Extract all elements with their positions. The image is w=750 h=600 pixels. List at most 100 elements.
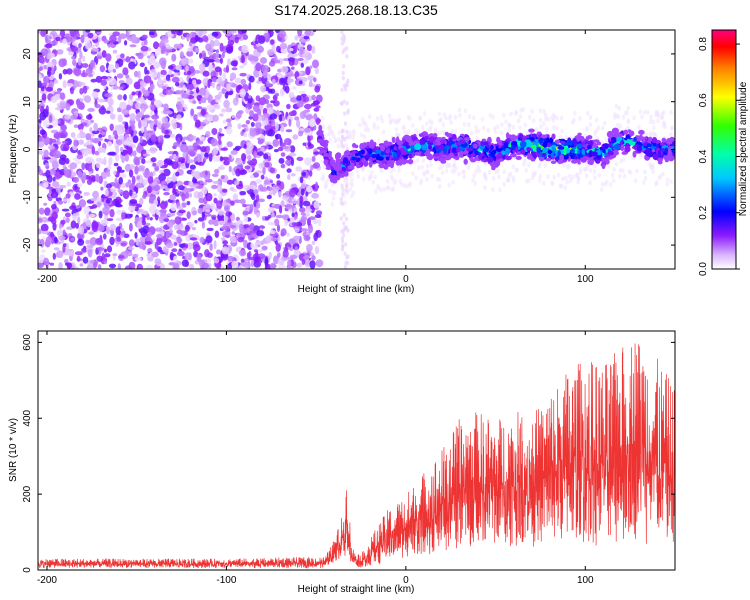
spectrogram-noise-cell bbox=[78, 139, 84, 145]
spectrogram-noise-cell bbox=[91, 176, 96, 182]
spectrogram-noise-cell bbox=[170, 133, 176, 138]
spectrogram-noise-cell bbox=[56, 229, 64, 237]
spectrogram-signal-cell bbox=[453, 152, 458, 157]
spectrogram-halo-cell bbox=[481, 125, 486, 131]
spectrogram-noise-cell bbox=[159, 185, 168, 190]
spectrogram-noise-cell bbox=[299, 46, 304, 55]
spectrogram-noise-cell bbox=[243, 239, 248, 249]
spectrogram-noise-cell bbox=[302, 200, 311, 207]
spectrogram-noise-cell bbox=[213, 240, 217, 250]
spectrogram-halo-cell bbox=[606, 163, 611, 169]
spectrogram-halo-cell bbox=[475, 135, 479, 141]
colorbar-tick-label: 0.4 bbox=[698, 149, 709, 163]
spectrogram-noise-cell bbox=[234, 36, 239, 44]
spectrogram-noise-cell bbox=[146, 264, 153, 269]
spectrogram-halo-cell bbox=[422, 171, 427, 177]
spectrogram-halo-cell bbox=[429, 162, 433, 168]
spectrogram-noise-cell bbox=[263, 153, 269, 160]
spectrogram-noise-cell bbox=[218, 91, 223, 99]
spectrogram-noise-cell bbox=[268, 30, 272, 34]
spectrogram-noise-cell bbox=[85, 30, 91, 33]
spectrogram-noise-cell bbox=[141, 119, 148, 128]
spectrogram-signal-cell bbox=[323, 153, 330, 157]
spectrogram-noise-cell bbox=[50, 218, 57, 225]
spectrogram-noise-cell bbox=[129, 113, 136, 121]
spectrogram-halo-cell bbox=[497, 174, 501, 180]
spectrogram-noise-cell bbox=[124, 265, 133, 269]
spectrogram-noise-cell bbox=[41, 93, 47, 101]
spectrogram-halo-cell bbox=[373, 174, 377, 180]
spectrogram-halo-cell bbox=[344, 142, 349, 148]
spectrogram-halo-cell bbox=[376, 125, 380, 130]
spectrogram-noise-cell bbox=[219, 113, 224, 117]
spectrogram-halo-cell bbox=[638, 154, 643, 160]
spectrogram-noise-cell bbox=[154, 99, 163, 109]
spectrogram-noise-cell bbox=[261, 245, 268, 251]
spectrogram-noise-cell bbox=[291, 212, 295, 218]
spectrogram-noise-cell bbox=[192, 100, 197, 104]
spectrogram-noise-cell bbox=[102, 206, 110, 216]
spectrogram-noise-cell bbox=[70, 220, 77, 229]
spectrogram-noise-cell bbox=[104, 93, 112, 98]
spectrogram-noise-cell bbox=[148, 231, 152, 238]
spectrogram-halo-cell bbox=[592, 169, 597, 174]
spectrogram-halo-cell bbox=[441, 129, 445, 135]
spectrogram-halo-cell bbox=[643, 109, 647, 115]
spectrogram-noise-cell bbox=[109, 209, 115, 218]
spectrogram-noise-cell bbox=[289, 254, 298, 260]
spectrogram-halo-cell bbox=[612, 166, 616, 172]
spectrogram-signal-cell bbox=[551, 133, 556, 140]
spectrogram-halo-cell bbox=[329, 129, 334, 135]
spectrogram-halo-cell bbox=[608, 182, 613, 188]
spectrogram-noise-cell bbox=[141, 158, 146, 165]
spectrogram-signal-cell bbox=[638, 129, 645, 135]
spectrogram-noise-cell bbox=[134, 206, 139, 212]
spectrogram-noise-cell bbox=[107, 141, 113, 147]
spectrogram-noise-cell bbox=[88, 231, 94, 235]
spectrogram-noise-cell bbox=[311, 255, 316, 261]
spectrogram-signal-cell bbox=[581, 149, 585, 155]
spectrogram-noise-cell bbox=[289, 145, 296, 153]
spectrogram-halo-cell bbox=[649, 114, 653, 120]
spectrogram-halo-cell bbox=[615, 122, 620, 128]
spectrogram-noise-cell bbox=[103, 248, 108, 253]
spectrogram-halo-cell bbox=[508, 171, 513, 177]
spectrogram-noise-cell bbox=[146, 213, 150, 221]
spectrogram-noise-cell bbox=[127, 36, 133, 42]
spectrogram-noise-cell bbox=[113, 191, 117, 197]
spectrogram-halo-cell bbox=[406, 129, 411, 135]
spectrogram-noise-cell bbox=[149, 55, 156, 64]
spectrogram-noise-cell bbox=[289, 216, 295, 223]
spectrogram-noise-cell bbox=[340, 30, 344, 35]
spectrogram-noise-cell bbox=[94, 150, 100, 156]
spectrogram-signal-cell bbox=[355, 152, 359, 157]
spectrogram-noise-cell bbox=[222, 188, 228, 193]
spectrogram-noise-cell bbox=[235, 158, 243, 165]
spectrogram-noise-cell bbox=[70, 114, 78, 120]
spectrogram-noise-cell bbox=[167, 221, 174, 227]
spectrogram-halo-cell bbox=[588, 167, 593, 173]
spectrogram-noise-cell bbox=[201, 186, 208, 195]
spectrogram-noise-cell bbox=[81, 149, 89, 157]
spectrogram-noise-cell bbox=[144, 241, 152, 245]
spectrogram-signal-cell bbox=[345, 152, 350, 156]
spectrogram-noise-cell bbox=[173, 43, 180, 49]
spectrogram-noise-cell bbox=[258, 259, 263, 264]
spectrogram-noise-cell bbox=[116, 166, 122, 171]
spectrogram-signal-cell bbox=[570, 148, 575, 154]
spectrogram-halo-cell bbox=[350, 177, 354, 182]
spectrogram-noise-cell bbox=[66, 68, 73, 75]
spectrogram-noise-cell bbox=[276, 45, 281, 53]
spectrogram-noise-cell bbox=[68, 51, 74, 56]
spectrogram-noise-cell bbox=[115, 128, 124, 135]
spectrogram-noise-cell bbox=[73, 68, 82, 76]
spectrogram-noise-cell bbox=[189, 188, 195, 192]
spectrogram-noise-cell bbox=[169, 194, 176, 201]
spectrogram-signal-cell bbox=[405, 135, 412, 142]
spectrogram-noise-cell bbox=[343, 225, 347, 231]
spectrogram-noise-cell bbox=[270, 237, 278, 242]
spectrogram-noise-cell bbox=[297, 58, 304, 61]
spectrogram-halo-cell bbox=[638, 109, 643, 115]
spectrogram-noise-cell bbox=[80, 63, 89, 68]
spectrogram-noise-cell bbox=[163, 77, 167, 84]
